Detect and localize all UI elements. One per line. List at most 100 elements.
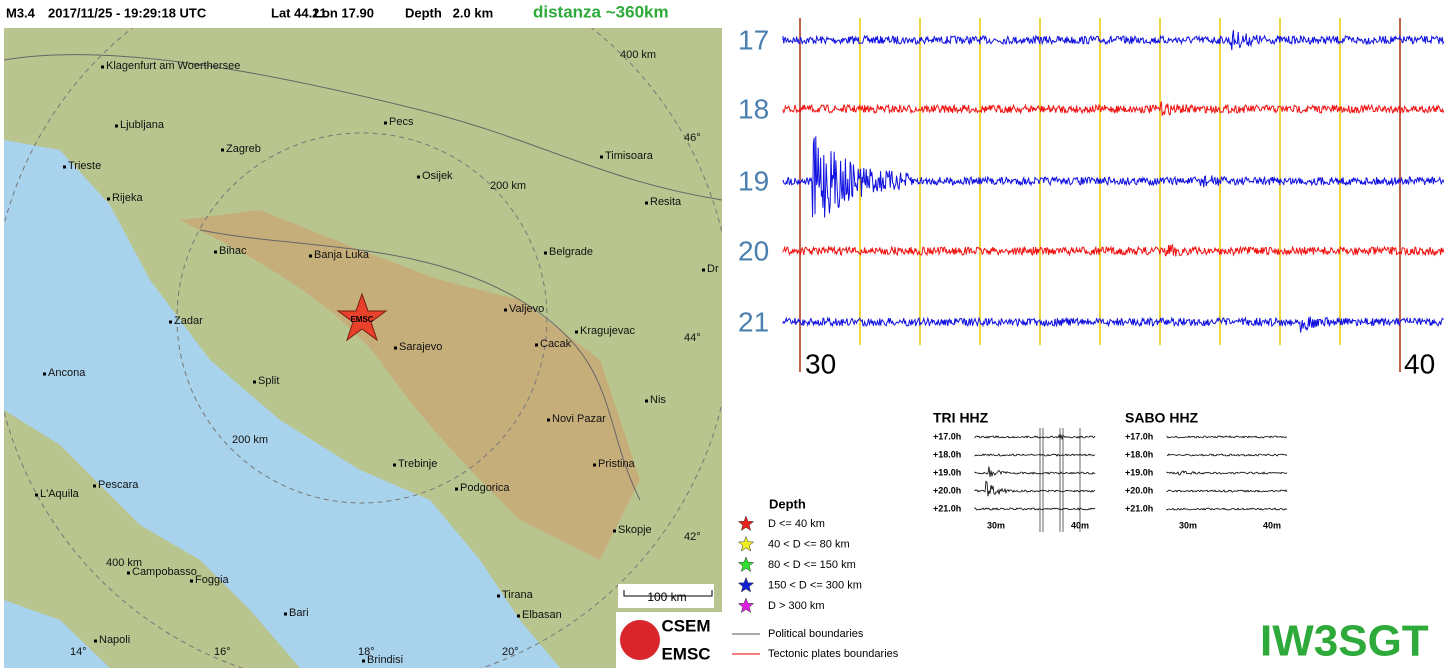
city-dot bbox=[35, 493, 38, 497]
legend-item: D <= 40 km bbox=[768, 518, 825, 530]
hour-label: 18 bbox=[738, 93, 769, 124]
city-dot bbox=[535, 343, 538, 347]
city-label: Valjevo bbox=[509, 303, 544, 315]
city-label: Skopje bbox=[618, 524, 652, 536]
city-label: Foggia bbox=[195, 574, 230, 586]
epicenter bbox=[336, 292, 388, 342]
station-plots: TRI HHZ +17.0h +18.0h +19.0h +20.0h +21.0h 30m… bbox=[933, 410, 1288, 532]
tick-label: 30m bbox=[1179, 520, 1197, 530]
city-label: Osijek bbox=[422, 170, 453, 182]
city-label: Elbasan bbox=[522, 609, 562, 621]
city-label: Split bbox=[258, 375, 279, 387]
magnitude: M3.4 bbox=[6, 5, 36, 20]
city-dot bbox=[115, 124, 118, 128]
hour-label: 19 bbox=[738, 165, 769, 196]
city-label: Cacak bbox=[540, 338, 572, 350]
ring-label: 200 km bbox=[490, 180, 526, 192]
city-dot bbox=[127, 571, 130, 575]
station-trace bbox=[1166, 507, 1288, 511]
lon-label: 18° bbox=[358, 646, 375, 658]
city-label: Kragujevac bbox=[580, 325, 636, 337]
city-dot bbox=[645, 201, 648, 205]
city-dot bbox=[517, 614, 520, 618]
ring-label: 200 km bbox=[232, 434, 268, 446]
distance: distanza ~360km bbox=[533, 2, 669, 21]
city-label: Banja Luka bbox=[314, 249, 370, 261]
map-labels: Klagenfurt am Woerthersee Ljubljana Zagreb… bbox=[35, 49, 719, 666]
city-label: Dr bbox=[707, 263, 719, 275]
station-trace bbox=[1166, 470, 1288, 476]
border bbox=[199, 229, 641, 501]
city-dot bbox=[309, 254, 312, 258]
city-dot bbox=[169, 320, 172, 324]
hour-label: 17 bbox=[738, 24, 769, 55]
row-label: +18.0h bbox=[933, 449, 961, 459]
scale-bar bbox=[623, 590, 713, 597]
station-trace bbox=[974, 453, 1096, 457]
hour-label: 21 bbox=[738, 306, 769, 337]
city-label: Pecs bbox=[389, 116, 414, 128]
legend-item: 80 < D <= 150 km bbox=[768, 559, 856, 571]
station-name: SABO HHZ bbox=[1125, 410, 1199, 426]
city-dot bbox=[702, 268, 705, 272]
city-label: Rijeka bbox=[112, 192, 143, 204]
legend-boundary: Tectonic plates boundaries bbox=[768, 648, 899, 660]
row-label: +19.0h bbox=[1125, 467, 1153, 477]
row-label: +20.0h bbox=[1125, 485, 1153, 495]
lat-label: 46° bbox=[684, 132, 701, 144]
city-label: Bihac bbox=[219, 245, 247, 257]
legend-title: Depth bbox=[769, 496, 806, 511]
trace bbox=[782, 101, 1445, 116]
city-dot bbox=[613, 529, 616, 533]
city-label: Resita bbox=[650, 196, 682, 208]
scale-label: 100 km bbox=[647, 590, 686, 604]
city-dot bbox=[221, 148, 224, 152]
city-label: Pristina bbox=[598, 458, 636, 470]
station-trace bbox=[1166, 489, 1288, 493]
city-dot bbox=[544, 251, 547, 255]
mountains bbox=[180, 210, 640, 560]
trace bbox=[782, 244, 1445, 257]
legend-boundary: Political boundaries bbox=[768, 628, 864, 640]
city-dot bbox=[214, 250, 217, 254]
city-dot bbox=[253, 380, 256, 384]
datetime: 2017/11/25 - 19:29:18 UTC bbox=[48, 5, 207, 20]
sea bbox=[4, 140, 560, 668]
city-label: Pescara bbox=[98, 479, 139, 491]
city-label: Klagenfurt am Woerthersee bbox=[106, 60, 240, 72]
station-trace bbox=[974, 480, 1096, 497]
station-trace bbox=[974, 433, 1096, 441]
seismogram: 17 18 19 20 21 30 40 bbox=[738, 18, 1445, 379]
city-dot bbox=[417, 175, 420, 179]
city-dot bbox=[284, 612, 287, 616]
city-dot bbox=[94, 639, 97, 643]
city-label: Zagreb bbox=[226, 143, 261, 155]
row-label: +17.0h bbox=[1125, 431, 1153, 441]
station-trace bbox=[1166, 435, 1288, 439]
station-trace bbox=[1166, 453, 1288, 457]
legend-star bbox=[737, 576, 755, 593]
city-label: Campobasso bbox=[132, 566, 197, 578]
callsign: IW3SGT bbox=[1260, 617, 1429, 666]
city-label: Sarajevo bbox=[399, 341, 442, 353]
legend: Depth Political boundaries Tectonic plat… bbox=[732, 496, 899, 660]
city-dot bbox=[504, 308, 507, 312]
city-dot bbox=[593, 463, 596, 467]
lon-label: 14° bbox=[70, 646, 87, 658]
tick-label: 30m bbox=[987, 520, 1005, 530]
row-label: +19.0h bbox=[933, 467, 961, 477]
city-dot bbox=[575, 330, 578, 334]
trace bbox=[782, 30, 1445, 51]
row-label: +21.0h bbox=[933, 503, 961, 513]
row-label: +18.0h bbox=[1125, 449, 1153, 459]
map: Klagenfurt am Woerthersee Ljubljana Zagreb… bbox=[4, 28, 722, 668]
city-label: Podgorica bbox=[460, 482, 510, 494]
depth: Depth 2.0 km bbox=[405, 5, 493, 20]
legend-item: 40 < D <= 80 km bbox=[768, 538, 850, 550]
city-dot bbox=[93, 484, 96, 488]
trace bbox=[782, 316, 1444, 333]
city-dot bbox=[455, 487, 458, 491]
city-label: Trieste bbox=[68, 160, 101, 172]
minute-label: 30 bbox=[805, 348, 836, 379]
